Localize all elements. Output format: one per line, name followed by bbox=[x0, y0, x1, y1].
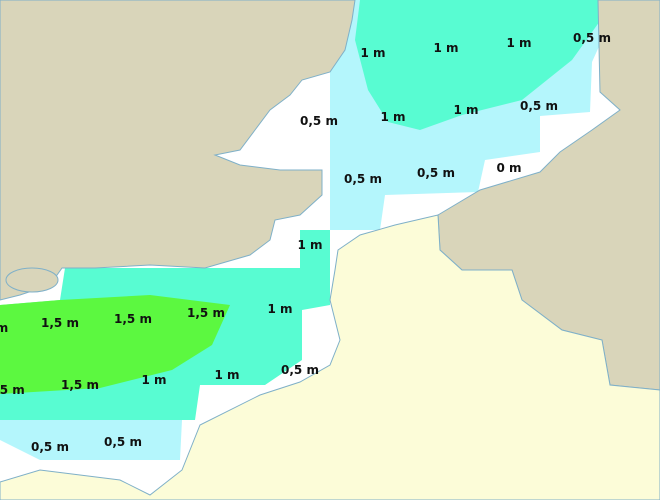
depth-label: 1 m bbox=[214, 368, 240, 382]
depth-label: 0,5 m bbox=[104, 435, 142, 449]
depth-1-5m-zone bbox=[0, 295, 230, 394]
depth-label: 1,5 m bbox=[41, 316, 79, 330]
depth-label: 1 m bbox=[453, 103, 479, 117]
depth-label: 0,5 m bbox=[344, 172, 382, 186]
depth-label: ,5 m bbox=[0, 383, 25, 397]
depth-label: 1 m bbox=[433, 41, 459, 55]
depth-label: 0,5 m bbox=[520, 99, 558, 113]
depth-label: 1 m bbox=[360, 46, 386, 60]
england-land bbox=[0, 0, 356, 301]
depth-label: 1,5 m bbox=[61, 378, 99, 392]
depth-label: 0,5 m bbox=[573, 31, 611, 45]
depth-label: 0 m bbox=[496, 161, 522, 175]
depth-label: 1 m bbox=[297, 238, 323, 252]
isle-of-wight bbox=[5, 267, 59, 293]
france-land bbox=[0, 214, 660, 500]
depth-label: 1,5 m bbox=[114, 312, 152, 326]
depth-label: 1 m bbox=[380, 110, 406, 124]
depth-label: 0,5 m bbox=[417, 166, 455, 180]
depth-label: 1 m bbox=[141, 373, 167, 387]
depth-label: 0,5 m bbox=[281, 363, 319, 377]
depth-label: 0,5 m bbox=[31, 440, 69, 454]
depth-label: 1 m bbox=[267, 302, 293, 316]
depth-label: 0,5 m bbox=[300, 114, 338, 128]
depth-label: 1,5 m bbox=[187, 306, 225, 320]
depth-label: m bbox=[0, 321, 9, 335]
depth-label: 1 m bbox=[506, 36, 532, 50]
